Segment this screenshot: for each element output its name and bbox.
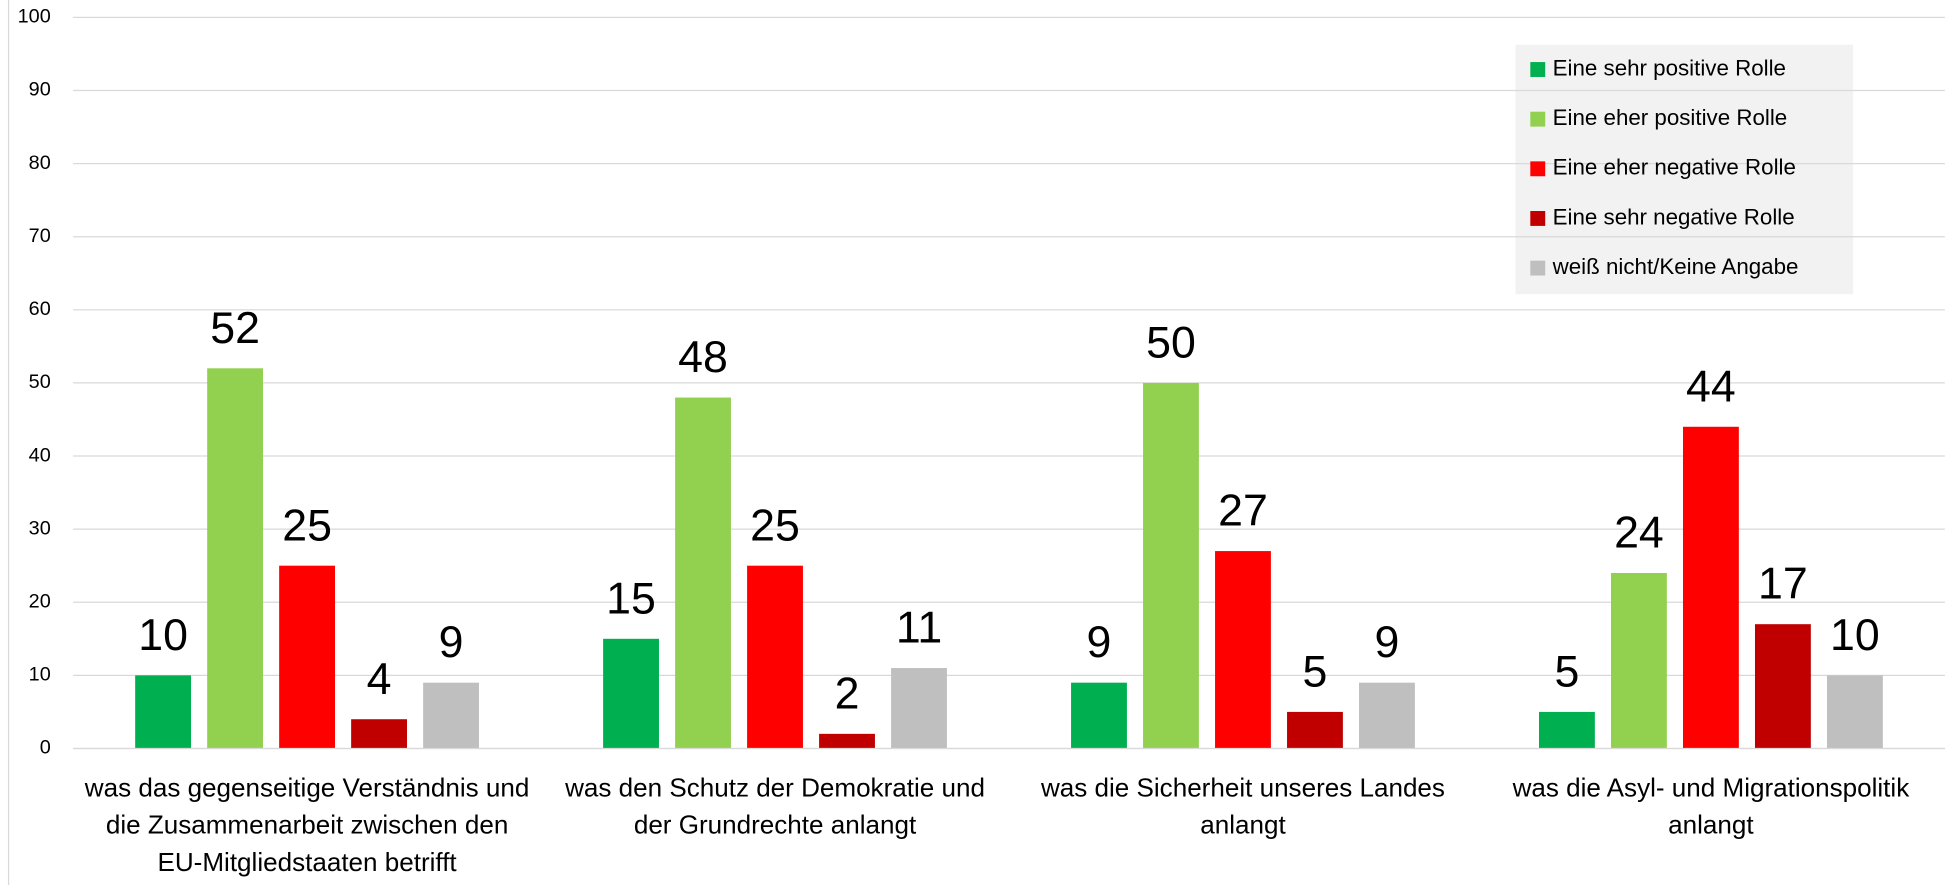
- data-label: 24: [1614, 509, 1664, 558]
- bar: [1682, 426, 1739, 749]
- y-tick-label: 60: [29, 298, 51, 320]
- data-label: 17: [1758, 560, 1808, 609]
- y-tick-label: 10: [29, 664, 51, 686]
- y-tick-label: 100: [18, 6, 51, 28]
- bar: [351, 719, 407, 749]
- legend-label: Eine eher positive Rolle: [1553, 105, 1788, 130]
- data-label: 5: [1303, 647, 1328, 696]
- data-label: 9: [439, 618, 464, 667]
- data-label: 10: [1830, 611, 1880, 660]
- data-label: 15: [606, 574, 656, 623]
- data-label: 25: [750, 501, 800, 550]
- legend-box: [1515, 44, 1854, 295]
- x-tick-label: was den Schutz der Demokratie und der Gru…: [564, 772, 985, 839]
- x-tick-line: EU-Mitgliedstaaten betrifft: [157, 847, 457, 877]
- x-tick-line: was die Asyl- und Migrationspolitik: [1512, 772, 1911, 802]
- bar: [675, 397, 731, 749]
- bar: [603, 638, 659, 749]
- data-label: 4: [367, 655, 392, 704]
- bar: [423, 682, 479, 749]
- bar: [1754, 624, 1811, 749]
- bar: [1539, 711, 1595, 749]
- bar: [279, 565, 336, 749]
- x-tick-line: der Grundrechte anlangt: [634, 810, 917, 840]
- bar: [1287, 711, 1343, 749]
- legend-swatch: [1530, 62, 1546, 77]
- x-tick-line: was den Schutz der Demokratie und: [564, 772, 985, 802]
- y-tick-label: 90: [29, 79, 51, 101]
- x-tick-line: die Zusammenarbeit zwischen den: [106, 810, 508, 840]
- x-tick-label: was das gegenseitige Verständnis und die …: [84, 772, 530, 876]
- legend-label: Eine eher negative Rolle: [1553, 155, 1796, 180]
- data-label: 27: [1218, 487, 1268, 536]
- bar: [1143, 382, 1199, 749]
- bar: [1359, 682, 1415, 749]
- legend-label: Eine sehr positive Rolle: [1553, 55, 1786, 80]
- legend-label: weiß nicht/Keine Angabe: [1552, 254, 1799, 279]
- y-tick-label: 70: [29, 225, 51, 247]
- legend-swatch: [1530, 111, 1546, 127]
- bar: [1610, 573, 1667, 749]
- y-tick-label: 0: [40, 737, 51, 759]
- data-label: 25: [282, 501, 332, 550]
- legend-swatch: [1530, 211, 1546, 226]
- y-tick-label: 20: [29, 590, 51, 612]
- legend-label: Eine sehr negative Rolle: [1553, 204, 1795, 229]
- x-tick-line: anlangt: [1668, 810, 1754, 840]
- x-tick-line: anlangt: [1200, 810, 1286, 840]
- data-label: 9: [1375, 618, 1400, 667]
- bar: [1215, 551, 1271, 749]
- data-label: 48: [678, 333, 728, 382]
- data-label: 44: [1686, 362, 1736, 411]
- x-tick-label: was die Asyl- und Migrationspolitik anlan…: [1512, 772, 1911, 839]
- legend-swatch: [1530, 260, 1546, 276]
- data-label: 2: [835, 669, 860, 718]
- x-tick-line: was die Sicherheit unseres Landes: [1040, 772, 1445, 802]
- data-label: 11: [896, 604, 942, 653]
- data-label: 5: [1555, 647, 1580, 696]
- bar: [819, 733, 875, 749]
- bar: [135, 675, 192, 749]
- bar: [207, 368, 264, 749]
- bar: [747, 565, 803, 749]
- bar: [891, 668, 947, 749]
- bar: [1071, 682, 1127, 749]
- y-tick-label: 80: [29, 152, 51, 174]
- x-tick-label: was die Sicherheit unseres Landes anlangt: [1040, 772, 1445, 839]
- bar: [1826, 675, 1883, 749]
- data-label: 10: [138, 611, 188, 660]
- data-label: 50: [1146, 318, 1196, 367]
- data-label: 52: [210, 304, 260, 353]
- y-tick-label: 50: [29, 371, 51, 393]
- x-tick-line: was das gegenseitige Verständnis und: [84, 772, 530, 802]
- y-tick-label: 40: [29, 444, 51, 466]
- data-label: 9: [1087, 618, 1112, 667]
- legend-swatch: [1530, 161, 1546, 177]
- y-tick-label: 30: [29, 517, 51, 539]
